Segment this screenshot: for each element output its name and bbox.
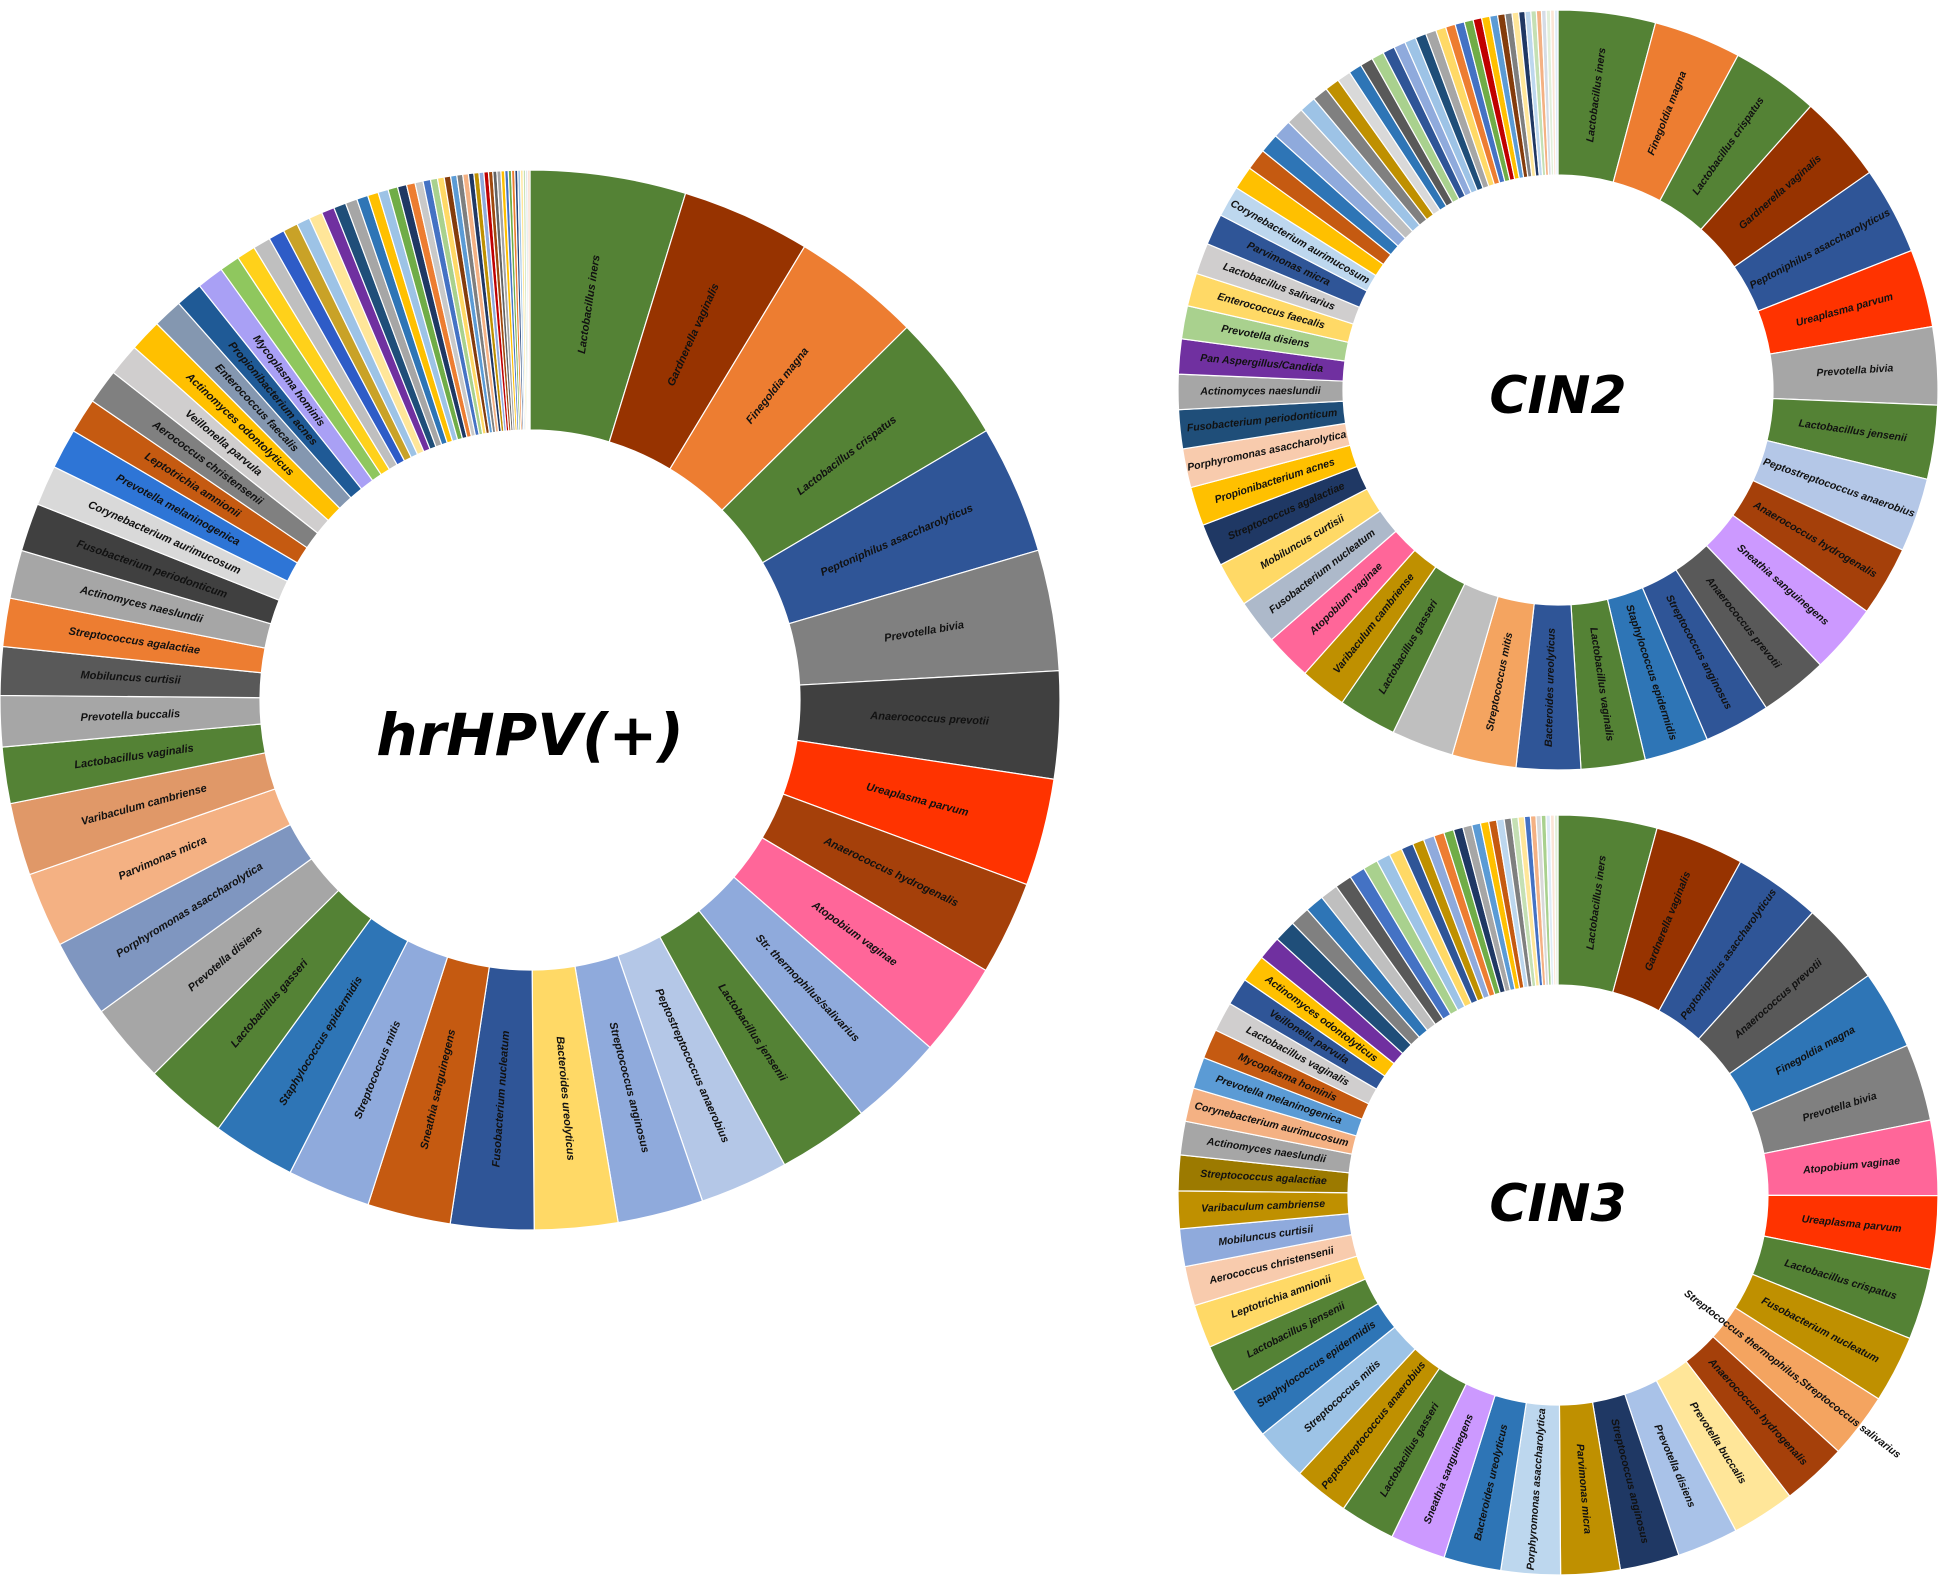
CIN3-donut-chart: Lactobacillus iners Gardnerella vaginalis… — [1177, 814, 1939, 1576]
slice-label-varibaculum-cambriense: Varibaculum cambriense — [1201, 1198, 1325, 1215]
hrHPV-center-title: hrHPV(+) — [376, 701, 683, 769]
CIN2-donut-chart: Lactobacillus iners Finegoldia magna Lacto… — [1177, 9, 1939, 771]
CIN3-center-title: CIN3 — [1489, 1174, 1626, 1234]
slice-label-actinomyces-naeslundii: Actinomyces naeslundii — [1199, 385, 1321, 398]
slice-label-anaerococcus-prevotii: Anaerococcus prevotii — [869, 710, 990, 728]
slice-label-mobiluncus-curtisii: Mobiluncus curtisii — [80, 669, 182, 687]
slice-label-prevotella-buccalis: Prevotella buccalis — [80, 708, 180, 724]
slice-unlabeled-66 — [1553, 814, 1559, 986]
hrHPV-donut-chart: Lactobacillus iners Gardnerella vaginalis… — [0, 169, 1061, 1231]
slice-label-prevotella-bivia: Prevotella bivia — [1816, 362, 1894, 379]
slice-unlabeled-79 — [527, 169, 531, 431]
slice-unlabeled-68 — [1553, 9, 1559, 176]
slice-label-bacteroides-ureolyticus: Bacteroides ureolyticus — [1543, 628, 1558, 747]
CIN2-center-title: CIN2 — [1489, 366, 1626, 426]
